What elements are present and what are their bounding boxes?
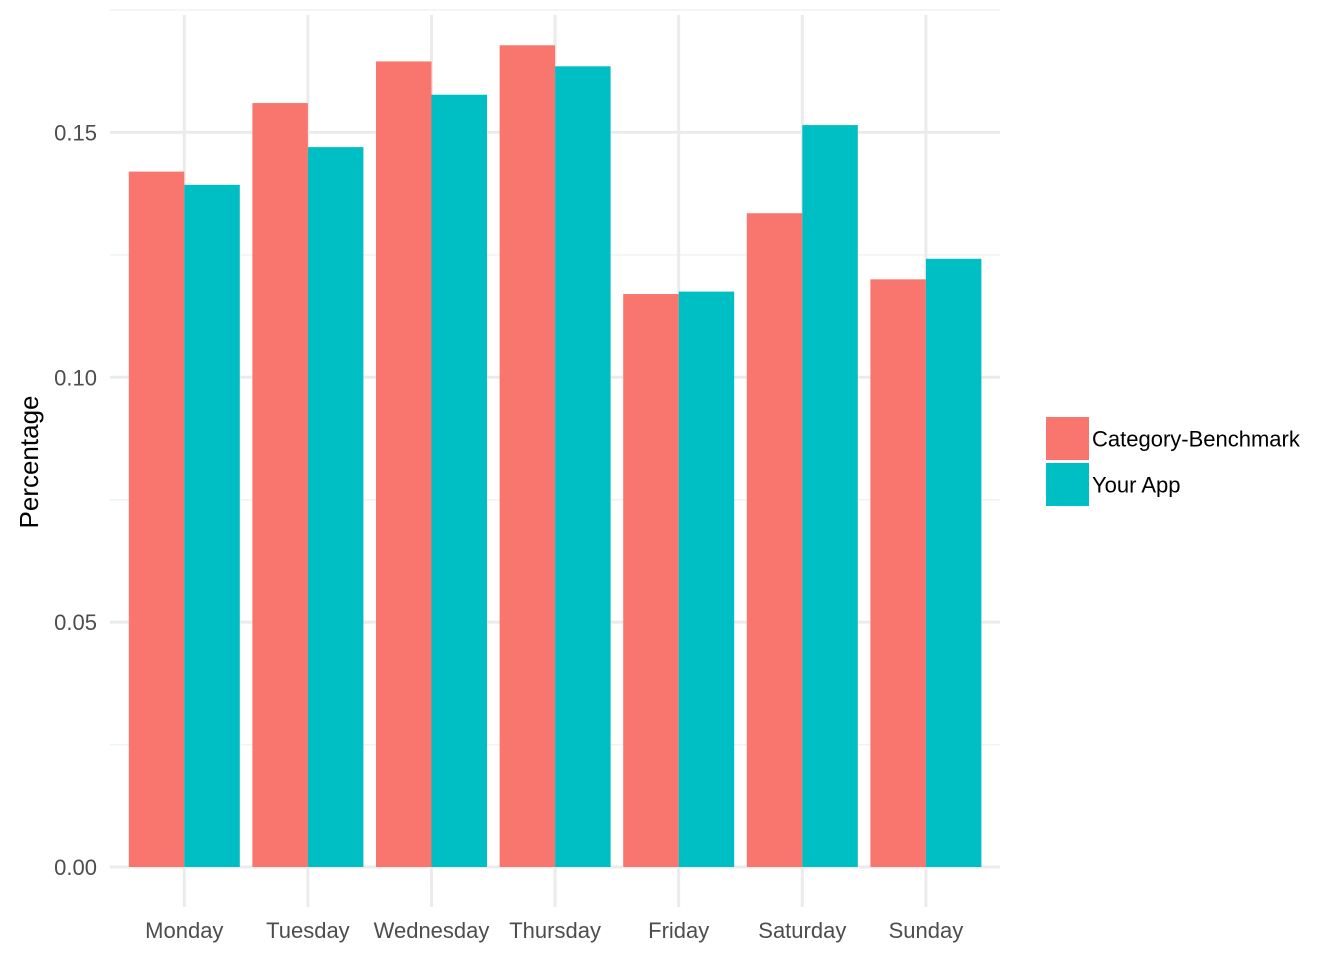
legend-label: Your App	[1092, 473, 1181, 498]
bar-your-app-wednesday	[431, 94, 487, 867]
legend-key	[1046, 417, 1089, 460]
bar-your-app-thursday	[555, 66, 611, 868]
x-tick-label: Monday	[145, 918, 223, 943]
y-tick-label: 0.10	[54, 365, 97, 390]
legend-label: Category-Benchmark	[1092, 427, 1301, 452]
bar-category-benchmark-monday	[128, 171, 185, 867]
bar-your-app-sunday	[925, 258, 982, 867]
bar-category-benchmark-wednesday	[376, 61, 432, 868]
bar-your-app-tuesday	[307, 147, 364, 867]
bars	[128, 45, 982, 868]
x-axis: Monday Tuesday Wednesday Thursday Friday Satu…	[145, 918, 963, 943]
y-axis-title: Percentage	[14, 396, 44, 529]
y-tick-label: 0.15	[54, 120, 97, 145]
bar-category-benchmark-tuesday	[252, 103, 308, 867]
bar-your-app-monday	[184, 184, 240, 867]
bar-category-benchmark-thursday	[499, 45, 556, 868]
bar-your-app-saturday	[802, 125, 858, 867]
x-tick-label: Tuesday	[266, 918, 350, 943]
y-axis: 0.00 0.05 0.10 0.15	[54, 120, 97, 880]
legend: Category-Benchmark Your App	[1046, 417, 1301, 506]
x-tick-label: Saturday	[758, 918, 846, 943]
y-tick-label: 0.05	[54, 610, 97, 635]
x-tick-label: Sunday	[889, 918, 964, 943]
bar-your-app-friday	[678, 291, 735, 868]
bar-category-benchmark-sunday	[870, 279, 926, 867]
x-tick-label: Friday	[648, 918, 709, 943]
x-tick-label: Wednesday	[374, 918, 490, 943]
bar-category-benchmark-friday	[623, 294, 679, 867]
legend-key	[1046, 463, 1089, 506]
x-tick-label: Thursday	[509, 918, 601, 943]
bar-category-benchmark-saturday	[746, 213, 803, 867]
y-tick-label: 0.00	[54, 855, 97, 880]
